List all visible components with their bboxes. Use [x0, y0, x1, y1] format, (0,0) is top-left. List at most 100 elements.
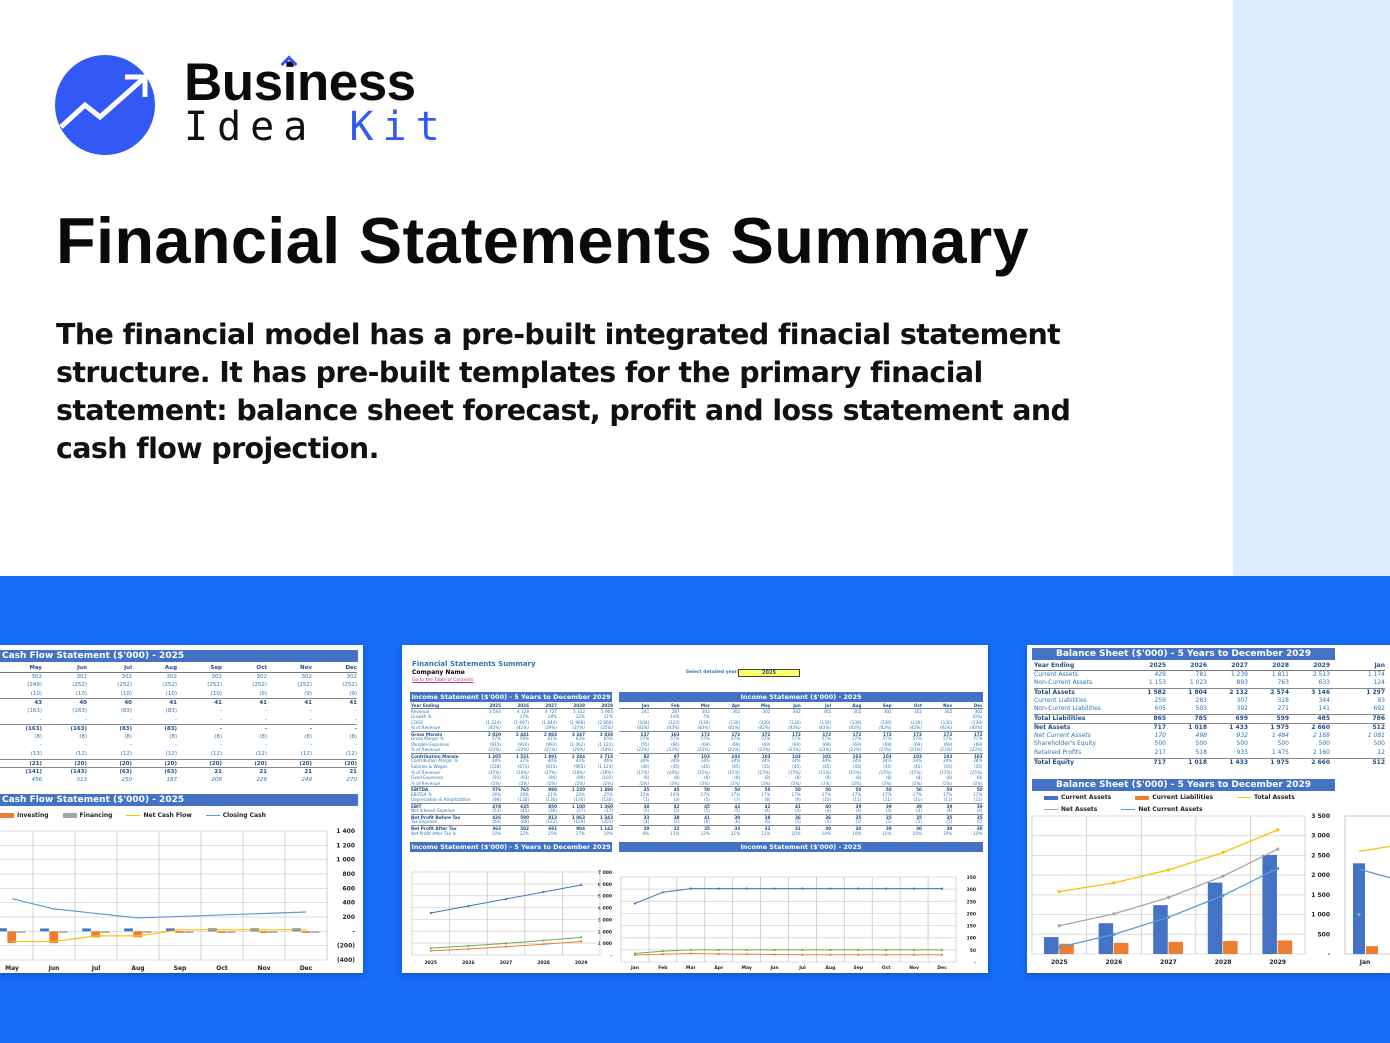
ebitda-point: [857, 948, 860, 951]
table-row: (163) (163) (83) (83) - - - -: [0, 707, 357, 716]
row-label: Net Profit After Tax: [411, 826, 457, 831]
cell: -: [309, 726, 312, 733]
cell: (43%): [969, 725, 983, 731]
cell: 1 433: [1229, 758, 1248, 766]
cell: (910): [517, 741, 529, 747]
y-tick-label: 300: [967, 887, 976, 893]
cell: (45): [701, 764, 710, 770]
cell: 11%: [670, 830, 680, 836]
cell: (12): [165, 750, 177, 757]
cell: (4): [855, 808, 862, 814]
legend-swatch: [205, 814, 220, 817]
cell: Aug: [852, 703, 862, 708]
cell: (45): [973, 764, 983, 770]
cell: 12: [1377, 748, 1385, 756]
table-row: (3%) (3%) (3%) (3%) (3%) (3%) (3%) (3%) (3%) (3%)…: [619, 780, 982, 787]
cell: 2026: [517, 703, 529, 708]
table-row: Total Liabilities 865 785 699 599 485 786: [1034, 714, 1385, 723]
table-row: Net Assets 717 1 018 1 433 1 975 2 660 512: [1034, 722, 1385, 732]
cell: 518: [1195, 748, 1207, 756]
legend-label: Net Cash Flow: [143, 812, 192, 819]
cell: 2025: [489, 703, 501, 708]
cell: (8): [643, 775, 650, 781]
cashflow-table: May Jun Jul Aug Sep Oct Nov Dec 302 302 302 302 302 3…: [0, 664, 357, 784]
cell: 500: [1318, 740, 1330, 748]
financing-bar: [16, 931, 26, 933]
cell: (69): [973, 741, 983, 747]
cell: (69): [701, 741, 710, 747]
cell: -: [265, 707, 267, 714]
cell: 302: [701, 708, 710, 714]
cell: 57%: [730, 736, 741, 742]
cell: 17%: [761, 791, 771, 797]
legend-closing-cash: Closing Cash: [205, 812, 266, 819]
net-current-assets-point: [1057, 945, 1061, 949]
total-assets-point: [1221, 850, 1225, 855]
x-tick-label: 2029: [1269, 959, 1286, 966]
cell: 34%: [670, 758, 680, 764]
x-tick-label: Sep: [854, 965, 864, 971]
table-row: 33 38 41 39 38 36 36 35 35 35 35 35: [619, 813, 983, 819]
cell: 717: [1153, 758, 1166, 766]
cell: (1): [643, 797, 650, 803]
table-row: 8% 11% 12% 11% 11% 10% 10% 10% 10% 10% 10% 10%: [619, 831, 983, 837]
net-current-assets-point: [1276, 866, 1280, 871]
cell: (23%): [697, 747, 710, 753]
net-profit-after-tax-point: [580, 940, 583, 943]
cell: (20): [254, 760, 267, 767]
legend-label: Financing: [79, 812, 113, 819]
row-label: EBITDA %: [411, 791, 432, 797]
cell: -: [130, 742, 132, 749]
row-label: Revenue: [411, 708, 430, 714]
current-liabilities-bar: [1366, 946, 1378, 954]
cell: 392: [1236, 705, 1248, 713]
financing-bar: [100, 931, 110, 933]
year-selector[interactable]: 2025: [738, 669, 800, 677]
x-tick-label: 2025: [1051, 959, 1068, 966]
cell: (69): [883, 741, 892, 747]
cell: 502: [520, 826, 529, 831]
cell: 1 142: [599, 826, 613, 831]
legend-net-assets: Net Assets: [1044, 806, 1097, 813]
x-tick-label: Aug: [131, 965, 144, 972]
table-row: Revenue 3 544 4 128 4 727 5 312 5 904: [411, 709, 613, 715]
table-row: Net Profit After Tax 362 502 691 904 1 142: [411, 825, 613, 831]
cell: (5): [855, 819, 862, 825]
cell: (7): [734, 797, 741, 803]
cell: (3%): [790, 780, 801, 786]
cell: (5): [885, 819, 892, 825]
net-assets-point: [1276, 847, 1280, 851]
cell: (252): [297, 682, 312, 689]
revenue-point: [913, 887, 916, 890]
y-tick-label: -: [610, 954, 612, 959]
cell: 21%: [547, 791, 557, 797]
cell: (16%): [667, 769, 680, 775]
cell: 57%: [639, 736, 650, 742]
cell: (123): [668, 719, 680, 725]
table-row: Non-Current Liabilities 605 503 392 271 141 69…: [1034, 705, 1385, 714]
cell: 34%: [639, 758, 650, 764]
cell: (8): [34, 733, 42, 740]
net-current-assets-point: [1221, 893, 1225, 898]
cell: 19%: [603, 830, 613, 836]
cell: (130): [698, 719, 710, 725]
cell: (4): [825, 808, 832, 814]
x-tick-label: Nov: [909, 965, 919, 971]
cell: (3%): [491, 780, 501, 786]
cell: 17%: [575, 830, 585, 836]
legend-swatch: [1121, 808, 1136, 811]
cell: (8): [825, 775, 832, 781]
toc-link[interactable]: Go to the Table of Contents: [412, 678, 474, 683]
cell: (130): [759, 719, 771, 725]
cell: (15%): [969, 769, 983, 775]
cell: 302: [913, 708, 922, 714]
legend-net-cash-flow: Net Cash Flow: [126, 812, 192, 819]
cell: (20): [74, 760, 87, 767]
table-row: (13) (12) (12) (12) (12) (12) (12) (12): [0, 750, 357, 759]
row-label: Variable Expenses: [411, 741, 450, 747]
cell: (9): [259, 690, 267, 697]
cell: 57%: [700, 736, 710, 742]
cell: (3%): [912, 780, 922, 786]
cell: 1 018: [1188, 758, 1207, 766]
cell: (8): [976, 775, 983, 781]
